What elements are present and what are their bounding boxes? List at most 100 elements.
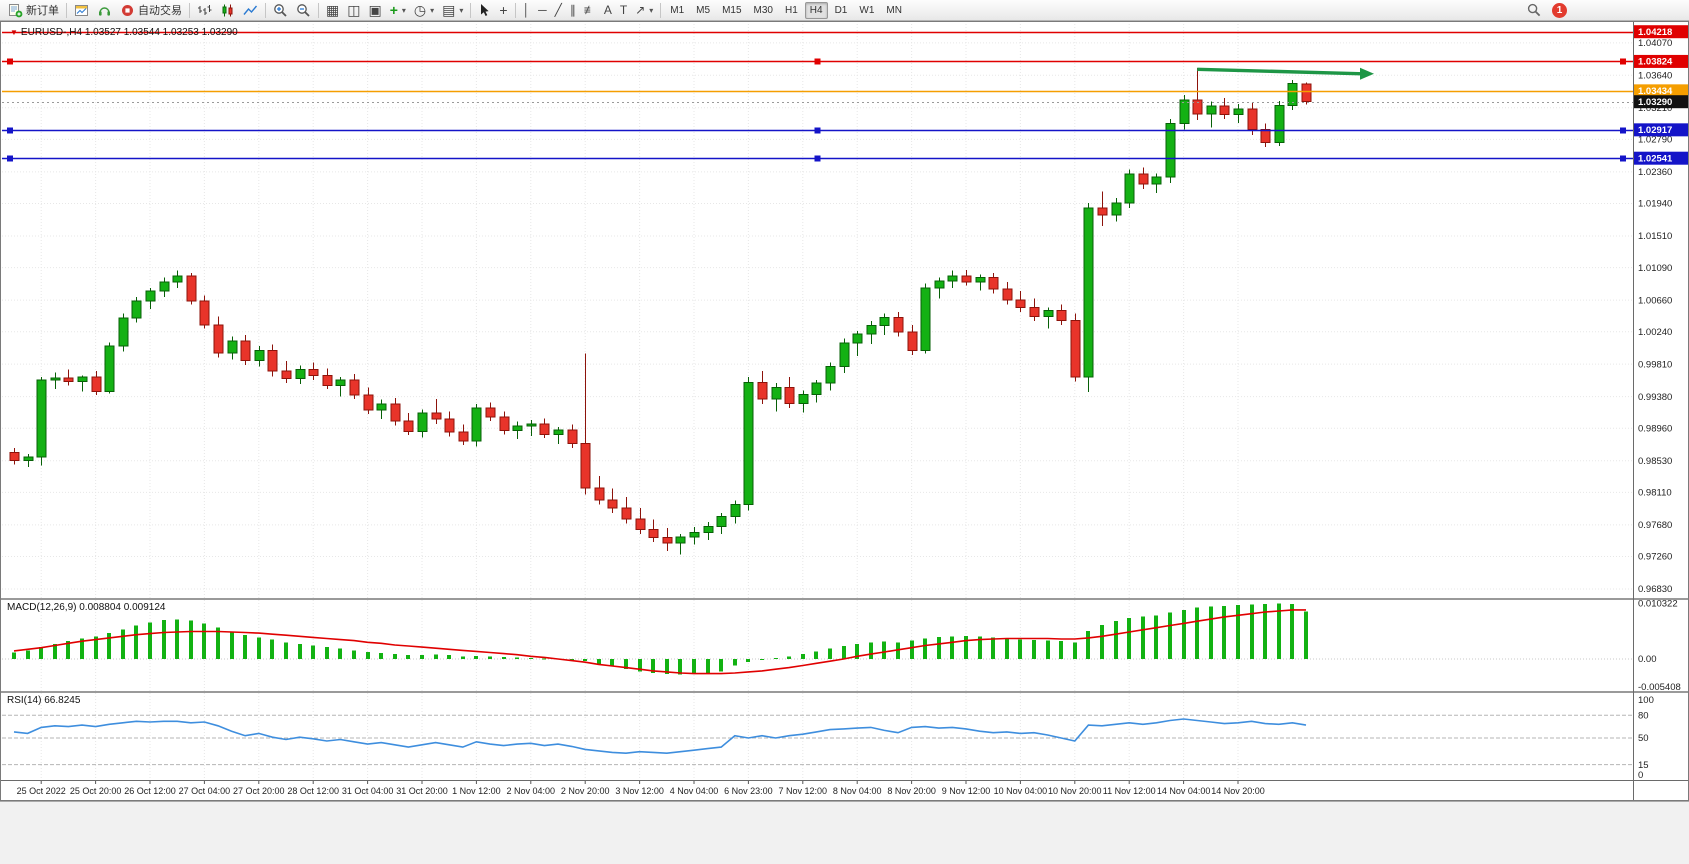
vertical-line-icon: │	[522, 3, 531, 17]
price-axis-label: 0.98110	[1638, 488, 1672, 499]
line-handle[interactable]	[1620, 58, 1626, 65]
line-handle[interactable]	[7, 58, 13, 65]
timeframe-m1-button[interactable]: M1	[670, 4, 685, 16]
bar-chart-button[interactable]	[193, 1, 216, 20]
new-order-label: 新订单	[26, 5, 59, 17]
price-line-tag	[1634, 54, 1688, 68]
line-handle[interactable]	[7, 127, 13, 134]
candle-body	[553, 429, 564, 435]
price-line-tag-label: 1.04218	[1638, 27, 1672, 38]
notification-badge[interactable]: 1	[1552, 2, 1567, 18]
macd-bar	[746, 658, 750, 663]
timeframe-m30-button[interactable]: M30	[753, 4, 773, 16]
candle-body	[444, 418, 455, 433]
line-handle[interactable]	[814, 127, 821, 134]
trend-arrow[interactable]	[1197, 67, 1374, 80]
tile-windows-button[interactable]: ▦	[322, 1, 343, 20]
cursor-button[interactable]	[474, 1, 495, 20]
crosshair-button[interactable]: +	[495, 1, 511, 20]
timeframe-h1-button[interactable]: H1	[784, 4, 798, 16]
timeframe-m15-button[interactable]: M15	[722, 4, 742, 16]
price-axis-label: 1.01510	[1638, 231, 1672, 242]
autotrading-button[interactable]: 自动交易	[116, 1, 186, 20]
timeframe-d1-button[interactable]: D1	[834, 4, 848, 16]
time-axis-label: 25 Oct 2022	[17, 786, 66, 796]
price-axis-label: 0.97260	[1638, 552, 1672, 563]
macd-bar	[26, 650, 30, 659]
cascade-windows-icon: ▣	[368, 2, 382, 18]
macd-axis-label: 0.00	[1638, 654, 1657, 665]
toolbar-separator	[318, 2, 319, 18]
candle-body	[308, 368, 319, 376]
candle-body	[893, 316, 904, 333]
macd-bar	[474, 655, 478, 659]
macd-bar	[366, 651, 370, 659]
indicators-button[interactable]: + ▾	[386, 1, 410, 20]
text-tool-button[interactable]: A	[600, 1, 616, 20]
line-handle[interactable]	[7, 155, 13, 162]
candle-body	[1233, 108, 1244, 116]
price-axis-label: 0.97680	[1638, 520, 1672, 531]
candle-body	[159, 281, 170, 292]
cascade-windows-button[interactable]: ▣	[364, 1, 385, 20]
new-chart-icon	[75, 4, 88, 16]
candle-body	[1274, 104, 1285, 143]
price-axis-label: 1.00240	[1638, 327, 1672, 338]
symbol-ohlc-text: EURUSD-,H4 1.03527 1.03544 1.03253 1.032…	[20, 27, 238, 38]
trendline-icon: ╱	[554, 3, 562, 17]
timeframe-mn-button[interactable]: MN	[886, 4, 902, 16]
macd-bar	[1141, 616, 1145, 659]
zoom-in-button[interactable]	[269, 1, 292, 20]
candle-body	[267, 350, 278, 372]
candle-body	[199, 300, 210, 326]
trendline-tool-button[interactable]: ╱	[551, 1, 566, 20]
macd-bar	[1209, 606, 1213, 659]
line-handle[interactable]	[814, 155, 821, 162]
line-handle[interactable]	[1620, 155, 1626, 162]
trend-arrow-shaft	[1197, 67, 1364, 76]
zoom-out-button[interactable]	[292, 1, 315, 20]
candle-body	[920, 287, 931, 352]
macd-bar	[352, 650, 356, 659]
price-line-tag-label: 1.02541	[1638, 153, 1673, 164]
macd-bar	[216, 627, 220, 659]
candle-body	[281, 370, 292, 380]
candle-body	[50, 377, 61, 381]
timeframe-w1-button[interactable]: W1	[859, 4, 875, 16]
sounds-button[interactable]	[93, 1, 116, 20]
new-order-button[interactable]: 新订单	[4, 1, 63, 20]
macd-bar	[379, 653, 383, 659]
macd-bar	[801, 654, 805, 659]
candle-body	[1111, 202, 1122, 216]
time-axis-label: 27 Oct 20:00	[233, 786, 285, 796]
price-line-tag-label: 1.02917	[1638, 125, 1672, 136]
vertical-line-tool-button[interactable]: │	[519, 1, 535, 20]
label-tool-button[interactable]: T	[616, 1, 631, 20]
horizontal-line-tool-button[interactable]: ─	[534, 1, 551, 20]
candle-body	[77, 376, 88, 383]
timeframe-m5-button[interactable]: M5	[696, 4, 711, 16]
candle-body	[621, 507, 632, 520]
arrows-tool-button[interactable]: ↗ ▾	[631, 1, 657, 20]
timeframe-h4-button[interactable]: H4	[804, 1, 828, 19]
channel-tool-button[interactable]: ∥	[566, 1, 580, 20]
arrange-windows-button[interactable]: ◫	[343, 1, 364, 20]
macd-bar	[978, 636, 982, 659]
fibonacci-tool-button[interactable]: ≢	[580, 1, 600, 20]
arrange-windows-icon: ◫	[347, 2, 361, 18]
macd-bar	[1073, 642, 1077, 659]
candlestick-button[interactable]	[216, 1, 239, 20]
new-chart-button[interactable]	[70, 1, 93, 20]
periods-button[interactable]: ◷ ▾	[410, 1, 438, 20]
candle-body	[811, 382, 822, 395]
line-handle[interactable]	[1620, 127, 1626, 134]
macd-bar	[964, 635, 968, 659]
price-axis-label: 1.03210	[1638, 103, 1672, 114]
candle-body	[662, 537, 673, 544]
templates-button[interactable]: ▤ ▾	[438, 1, 467, 20]
line-handle[interactable]	[814, 58, 821, 65]
search-button[interactable]	[1523, 1, 1545, 20]
macd-bar	[1046, 640, 1050, 659]
line-chart-button[interactable]	[239, 1, 262, 20]
